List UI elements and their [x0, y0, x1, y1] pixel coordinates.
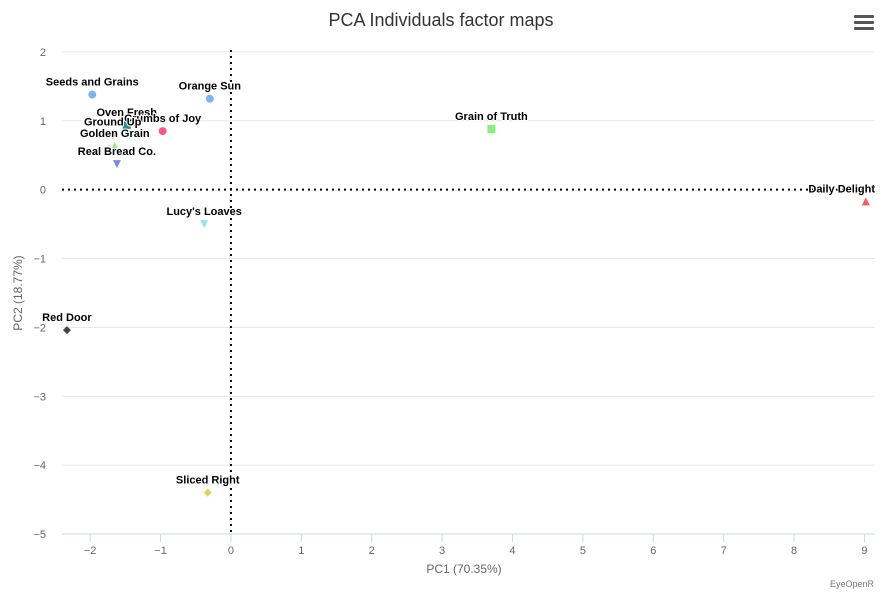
chart-title: PCA Individuals factor maps [328, 10, 553, 30]
credit-text: EyeOpenR [829, 579, 874, 589]
y-tick-label: −1 [33, 254, 46, 266]
point-real-bread-co[interactable] [112, 160, 121, 169]
x-tick-label: 7 [721, 545, 727, 557]
y-tick-label: −4 [33, 460, 46, 472]
x-tick-label: 0 [228, 545, 234, 557]
x-tick-label: 3 [439, 545, 445, 557]
data-label-orange-sun: Orange Sun [179, 81, 242, 93]
data-label-sliced-right: Sliced Right [176, 475, 240, 487]
y-tick-label: 1 [40, 116, 46, 128]
data-label-seeds-and-grains: Seeds and Grains [46, 77, 139, 89]
data-points [62, 90, 870, 497]
y-tick-label: −2 [33, 322, 46, 334]
point-grain-of-truth[interactable] [487, 125, 496, 134]
data-label-real-bread-co: Real Bread Co. [78, 146, 156, 158]
x-tick-label: 4 [509, 545, 515, 557]
reference-lines [62, 50, 875, 534]
data-label-red-door: Red Door [42, 312, 92, 324]
data-label-daily-delight: Daily Delight [808, 183, 875, 195]
y-tick-label: −5 [33, 529, 46, 541]
x-tick-label: 6 [650, 545, 656, 557]
data-label-golden-grain: Golden Grain [80, 128, 150, 140]
point-orange-sun[interactable] [205, 94, 214, 103]
y-axis-ticks: 2 1 0 −1 −2 −3 −4 −5 [33, 47, 46, 541]
x-tick-label: −1 [154, 545, 167, 557]
point-oven-fresh[interactable] [122, 120, 131, 129]
y-tick-label: −3 [33, 391, 46, 403]
data-label-crumbs-of-joy: Crumbs of Joy [124, 113, 202, 125]
x-tick-label: 9 [861, 545, 867, 557]
point-ground-up[interactable] [108, 130, 117, 139]
data-label-ground-up: Ground Up [84, 117, 142, 129]
x-axis-title: PC1 (70.35%) [426, 562, 501, 576]
x-tick-label: −2 [84, 545, 97, 557]
point-lucy-s-loaves[interactable] [200, 220, 209, 229]
point-daily-delight[interactable] [861, 197, 870, 206]
hamburger-menu-icon[interactable] [852, 12, 876, 34]
y-axis-title: PC2 (18.77%) [11, 255, 25, 330]
data-label-lucy-s-loaves: Lucy's Loaves [166, 206, 241, 218]
data-label-grain-of-truth: Grain of Truth [455, 111, 528, 123]
y-tick-label: 0 [40, 185, 46, 197]
x-tick-label: 1 [298, 545, 304, 557]
point-crumbs-of-joy[interactable] [158, 127, 167, 136]
point-sliced-right[interactable] [203, 488, 212, 497]
point-red-door[interactable] [62, 326, 71, 335]
y-tick-label: 2 [40, 47, 46, 59]
x-tick-label: 2 [369, 545, 375, 557]
data-label-oven-fresh: Oven Fresh [96, 107, 157, 119]
point-golden-grain[interactable] [110, 142, 119, 151]
point-seeds-and-grains[interactable] [88, 90, 97, 99]
x-tick-label: 5 [580, 545, 586, 557]
x-tick-label: 8 [791, 545, 797, 557]
x-axis-ticks: −2 −1 0 1 2 3 4 5 6 7 8 9 [84, 534, 868, 557]
data-labels: Seeds and Grains Orange Sun Oven FreshCrum… [41, 76, 876, 488]
